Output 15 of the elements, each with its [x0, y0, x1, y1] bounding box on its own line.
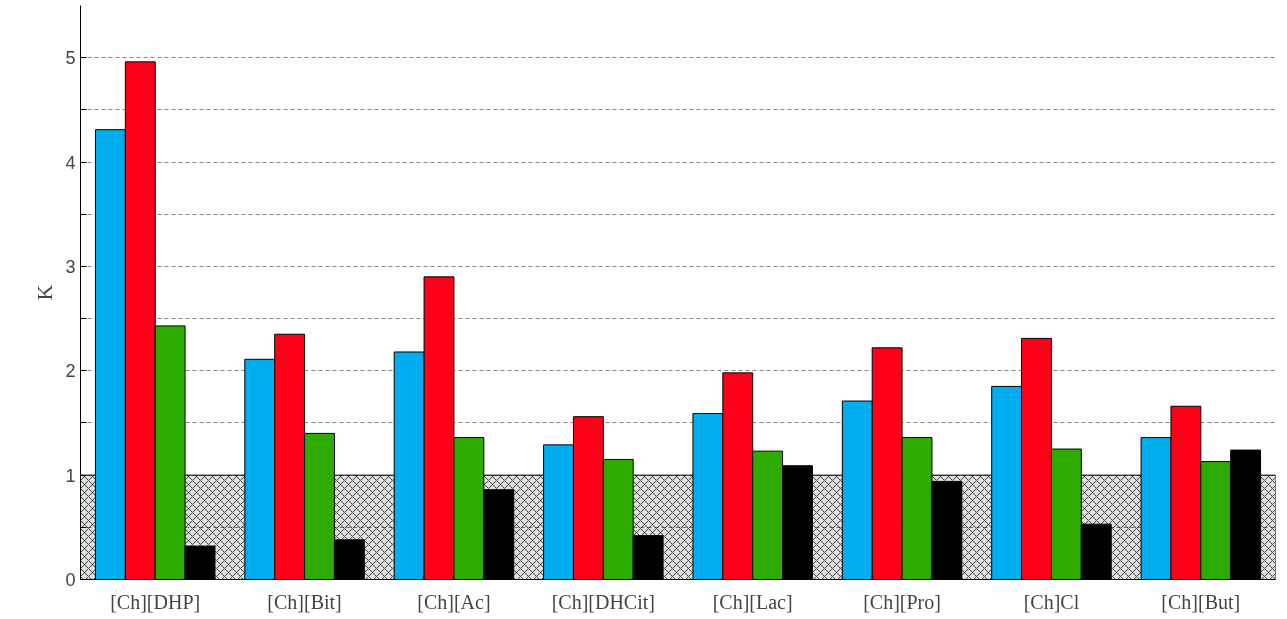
x-tick-label: [Ch][Bit] — [267, 590, 342, 613]
x-tick-label: [Ch]Cl — [1023, 590, 1080, 613]
y-axis-title: K — [32, 284, 58, 301]
y-tick-label: 0 — [65, 570, 76, 590]
y-tick-label: 3 — [65, 256, 76, 277]
y-tick-label: 1 — [65, 465, 76, 486]
x-tick-label: [Ch][DHP] — [110, 590, 201, 613]
y-tick-label: 5 — [65, 48, 76, 69]
y-tick-label: 4 — [65, 152, 76, 173]
x-tick-label: [Ch][Lac] — [712, 590, 793, 613]
x-tick-label: [Ch][Ac] — [417, 590, 491, 613]
x-tick-label: [Ch][DHCit] — [551, 590, 655, 613]
x-tick-label: [Ch][Pro] — [863, 590, 941, 613]
x-tick-label: [Ch][But] — [1161, 590, 1241, 613]
y-tick-label: 2 — [65, 361, 76, 382]
